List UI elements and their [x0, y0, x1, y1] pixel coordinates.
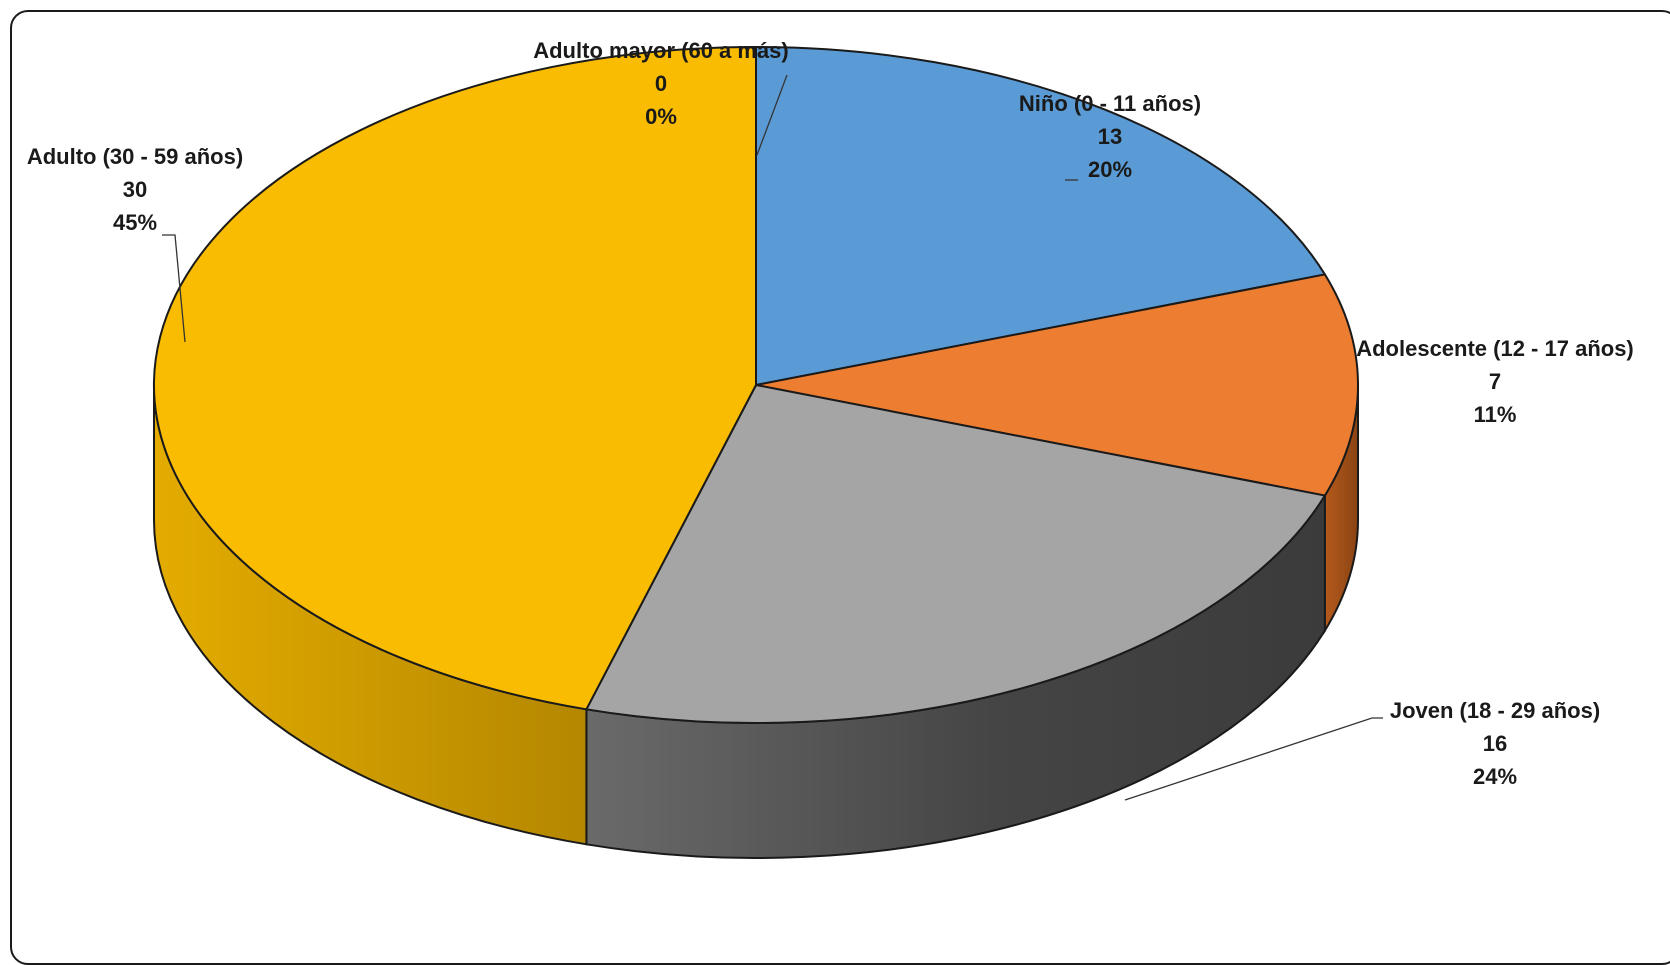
pie-slice-adulto-30-59-anos — [153, 46, 757, 711]
data-label-name-adolescente-12-17-anos: Adolescente (12 - 17 años) — [1356, 336, 1634, 361]
data-label-percent-adolescente-12-17-anos: 11% — [1474, 402, 1517, 427]
data-label-name-nino-0-11-anos: Niño (0 - 11 años) — [1019, 91, 1201, 116]
data-label-value-joven-18-29-anos: 16 — [1483, 731, 1507, 756]
data-label-percent-adulto-30-59-anos: 45% — [113, 210, 157, 235]
leader-line-adulto-30-59-anos — [162, 234, 186, 343]
data-label-name-adulto-mayor-60-a-mas: Adulto mayor (60 a más) — [533, 38, 789, 63]
pie-slice-nino-0-11-anos — [755, 46, 1326, 386]
data-label-percent-joven-18-29-anos: 24% — [1473, 764, 1517, 789]
data-label-percent-nino-0-11-anos: 20% — [1088, 157, 1132, 182]
data-label-name-joven-18-29-anos: Joven (18 - 29 años) — [1390, 698, 1600, 723]
pie-slice-adolescente-12-17-anos — [755, 273, 1359, 497]
data-label-value-adulto-mayor-60-a-mas: 0 — [655, 71, 667, 96]
data-label-value-adulto-30-59-anos: 30 — [123, 177, 147, 202]
leader-line-adulto-mayor-60-a-mas — [756, 74, 788, 156]
pie-slice-joven-18-29-anos — [585, 384, 1326, 724]
data-label-percent-adulto-mayor-60-a-mas: 0% — [645, 104, 677, 129]
data-label-value-adolescente-12-17-anos: 7 — [1489, 369, 1501, 394]
data-label-name-adulto-30-59-anos: Adulto (30 - 59 años) — [27, 144, 243, 169]
data-label-value-nino-0-11-anos: 13 — [1098, 124, 1122, 149]
leader-line-joven-18-29-anos — [1124, 717, 1383, 801]
